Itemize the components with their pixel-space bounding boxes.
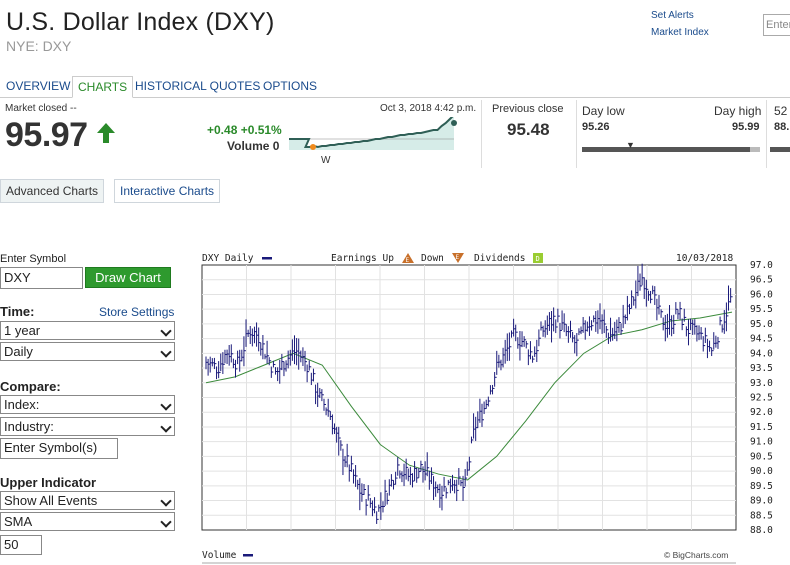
earnings-up-label: Earnings Up: [331, 253, 394, 264]
enter-symbol-label: Enter Symbol: [0, 253, 67, 265]
day-range-bar: [582, 147, 760, 152]
y-tick-label: 88.0: [750, 525, 773, 536]
svg-text:D: D: [536, 255, 540, 263]
up-arrow-icon: [97, 123, 115, 143]
search-input[interactable]: Enter: [763, 14, 790, 36]
divider: [576, 100, 577, 168]
y-tick-label: 97.0: [750, 260, 773, 271]
quote-timestamp: Oct 3, 2018 4:42 p.m.: [380, 103, 477, 114]
compare-symbols-input[interactable]: Enter Symbol(s): [0, 438, 118, 459]
divider: [481, 100, 482, 168]
events-select[interactable]: Show All Events: [0, 491, 175, 510]
y-tick-label: 88.5: [750, 510, 773, 521]
market-status: Market closed --: [5, 103, 77, 114]
svg-text:E: E: [456, 254, 460, 261]
week52-range-bar: [770, 147, 790, 152]
y-tick-label: 94.0: [750, 348, 773, 359]
compare-industry-select[interactable]: Industry:: [0, 417, 175, 436]
previous-close-value: 95.48: [507, 120, 550, 139]
price-change: +0.48 +0.51%: [207, 123, 282, 137]
page-title: U.S. Dollar Index (DXY): [6, 8, 275, 36]
y-tick-label: 95.5: [750, 304, 773, 315]
chart-grid-vertical: [246, 265, 692, 530]
tab-options[interactable]: OPTIONS: [263, 79, 318, 93]
day-range-marker-icon: ▼: [626, 140, 635, 150]
day-high-label: Day high: [714, 104, 762, 118]
series-legend-swatch: [262, 257, 272, 260]
frequency-select[interactable]: Daily: [0, 342, 175, 361]
earnings-down-label: Down: [421, 253, 444, 264]
y-tick-label: 92.5: [750, 393, 773, 404]
y-tick-label: 90.5: [750, 451, 773, 462]
y-tick-label: 89.5: [750, 481, 773, 492]
y-tick-label: 89.0: [750, 496, 773, 507]
compare-label: Compare:: [0, 379, 61, 394]
volume-label: Volume: [202, 550, 237, 561]
store-settings-link[interactable]: Store Settings: [99, 305, 175, 319]
y-tick-label: 94.5: [750, 334, 773, 345]
time-range-select[interactable]: 1 year: [0, 321, 175, 340]
time-label: Time:: [0, 304, 35, 319]
price-bars: [205, 263, 733, 524]
dividends-icon: D: [533, 253, 543, 263]
market-index-link[interactable]: Market Index: [651, 27, 709, 38]
volume-label: Volume 0: [227, 139, 280, 153]
y-tick-label: 90.0: [750, 466, 773, 477]
week52-label: 52 w: [774, 104, 790, 118]
last-price: 95.97: [5, 116, 88, 154]
interactive-charts-button[interactable]: Interactive Charts: [114, 179, 221, 203]
draw-chart-button[interactable]: Draw Chart: [85, 267, 171, 288]
dividends-label: Dividends: [474, 253, 525, 264]
price-chart: 97.0 96.5 96.0 95.5 95.0 94.5 94.0 93.5 93.0 92.5…: [201, 253, 773, 564]
y-tick-label: 93.5: [750, 363, 773, 374]
tab-overview[interactable]: OVERVIEW: [6, 79, 71, 93]
tab-historical-quotes[interactable]: HISTORICAL QUOTES: [135, 79, 261, 93]
day-low-label: Day low: [582, 104, 625, 118]
spark-marker-label: W: [321, 155, 331, 166]
previous-close-label: Previous close: [492, 103, 564, 115]
exchange-ticker: NYE: DXY: [6, 38, 72, 54]
week52-value: 88.: [774, 121, 790, 133]
svg-text:E: E: [406, 257, 410, 264]
set-alerts-link[interactable]: Set Alerts: [651, 10, 694, 21]
y-axis-ticks: 97.0 96.5 96.0 95.5 95.0 94.5 94.0 93.5 93.0 92.5…: [750, 260, 773, 536]
compare-index-select[interactable]: Index:: [0, 395, 175, 414]
symbol-input[interactable]: DXY: [0, 267, 83, 289]
advanced-charts-button[interactable]: Advanced Charts: [0, 179, 105, 203]
tab-charts[interactable]: CHARTS: [72, 76, 134, 98]
y-tick-label: 91.0: [750, 437, 773, 448]
earnings-down-icon: E: [452, 253, 464, 263]
day-high-value: 95.99: [732, 121, 760, 133]
divider: [766, 100, 767, 168]
earnings-up-icon: E: [402, 253, 414, 264]
y-tick-label: 96.5: [750, 275, 773, 286]
sma-line: [205, 311, 733, 481]
y-tick-label: 91.5: [750, 422, 773, 433]
spark-marker-dot: [310, 144, 316, 150]
chart-credit: © BigCharts.com: [664, 550, 728, 560]
upper-indicator-label: Upper Indicator: [0, 475, 97, 490]
volume-legend-swatch: [243, 554, 253, 557]
chart-series-label: DXY Daily: [202, 253, 254, 264]
indicator-period-input[interactable]: 50: [0, 535, 42, 555]
y-tick-label: 92.0: [750, 407, 773, 418]
indicator-select[interactable]: SMA: [0, 512, 175, 531]
spark-end-dot: [451, 120, 457, 126]
tab-bar: OVERVIEW CHARTS HISTORICAL QUOTES OPTION…: [0, 76, 790, 98]
y-tick-label: 93.0: [750, 378, 773, 389]
chart-date: 10/03/2018: [676, 253, 733, 264]
day-range-bar-end: [750, 147, 760, 152]
y-tick-label: 95.0: [750, 319, 773, 330]
day-low-value: 95.26: [582, 121, 610, 133]
intraday-sparkline: [289, 117, 457, 150]
y-tick-label: 96.0: [750, 289, 773, 300]
